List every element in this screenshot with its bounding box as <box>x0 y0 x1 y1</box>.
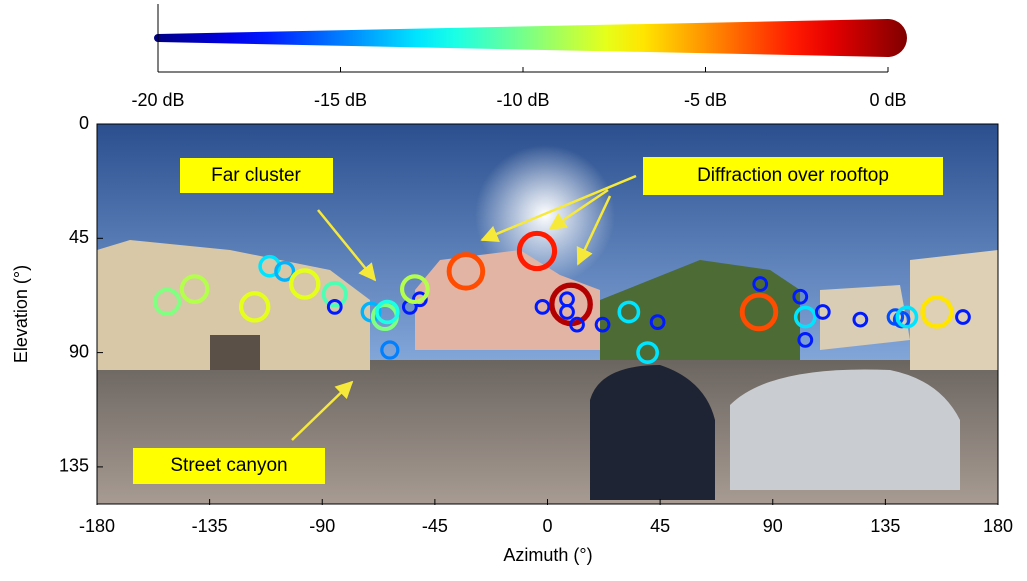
source-marker <box>594 316 611 333</box>
source-marker <box>797 332 814 348</box>
source-marker <box>617 300 641 324</box>
y-tick-label: 0 <box>79 113 89 133</box>
y-tick-label: 135 <box>59 456 89 476</box>
source-marker <box>153 287 182 316</box>
source-marker <box>920 295 954 329</box>
source-marker <box>955 309 971 325</box>
x-tick-label: 135 <box>870 516 900 536</box>
x-tick-label: -90 <box>309 516 335 536</box>
source-marker <box>852 311 869 328</box>
source-marker <box>321 281 348 308</box>
arrows <box>291 174 637 441</box>
y-axis-label: Elevation (°) <box>11 265 31 363</box>
x-tick-label: 0 <box>542 516 552 536</box>
source-marker <box>411 291 428 308</box>
source-marker <box>569 316 585 333</box>
x-tick-label: -45 <box>422 516 448 536</box>
x-tick-label: 180 <box>983 516 1013 536</box>
source-marker <box>814 304 831 320</box>
x-tick-label: 45 <box>650 516 670 536</box>
colorbar-tick-label: -10 dB <box>496 90 549 110</box>
source-marker <box>380 340 400 360</box>
annotation-box <box>133 448 325 484</box>
x-tick-label: -180 <box>79 516 115 536</box>
source-marker <box>288 268 321 300</box>
source-marker <box>516 230 558 272</box>
x-tick-label: -135 <box>192 516 228 536</box>
source-marker <box>360 301 382 323</box>
colorbar <box>154 19 907 57</box>
annotation: Far cluster <box>211 165 301 186</box>
source-marker <box>636 341 659 364</box>
colorbar-tick-label: -15 dB <box>314 90 367 110</box>
source-marker <box>559 304 575 320</box>
source-marker <box>752 276 769 292</box>
markers <box>153 230 971 364</box>
source-marker <box>534 299 551 315</box>
source-marker <box>399 274 430 304</box>
annotation-box <box>643 157 943 195</box>
source-marker <box>274 260 296 282</box>
annotation: Diffraction over rooftop <box>697 165 889 186</box>
source-marker <box>649 314 666 330</box>
source-marker <box>793 305 817 329</box>
source-marker <box>326 299 343 315</box>
source-marker <box>238 291 271 323</box>
source-marker <box>792 288 809 305</box>
annotations: Far cluster Diffraction over rooftop Str… <box>133 157 943 484</box>
source-marker <box>739 292 779 332</box>
y-tick-label: 45 <box>69 227 89 247</box>
source-marker <box>446 252 486 291</box>
source-marker <box>179 274 210 304</box>
annotation-box <box>180 158 333 193</box>
colorbar-tick-label: 0 dB <box>869 90 906 110</box>
source-marker <box>895 305 919 329</box>
annotation: Street canyon <box>170 455 287 476</box>
colorbar-tick-label: -5 dB <box>684 90 727 110</box>
y-tick-label: 90 <box>69 341 89 361</box>
x-axis-label: Azimuth (°) <box>503 545 592 565</box>
x-tick-label: 90 <box>763 516 783 536</box>
source-marker <box>375 299 400 325</box>
colorbar-tick-label: -20 dB <box>131 90 184 110</box>
